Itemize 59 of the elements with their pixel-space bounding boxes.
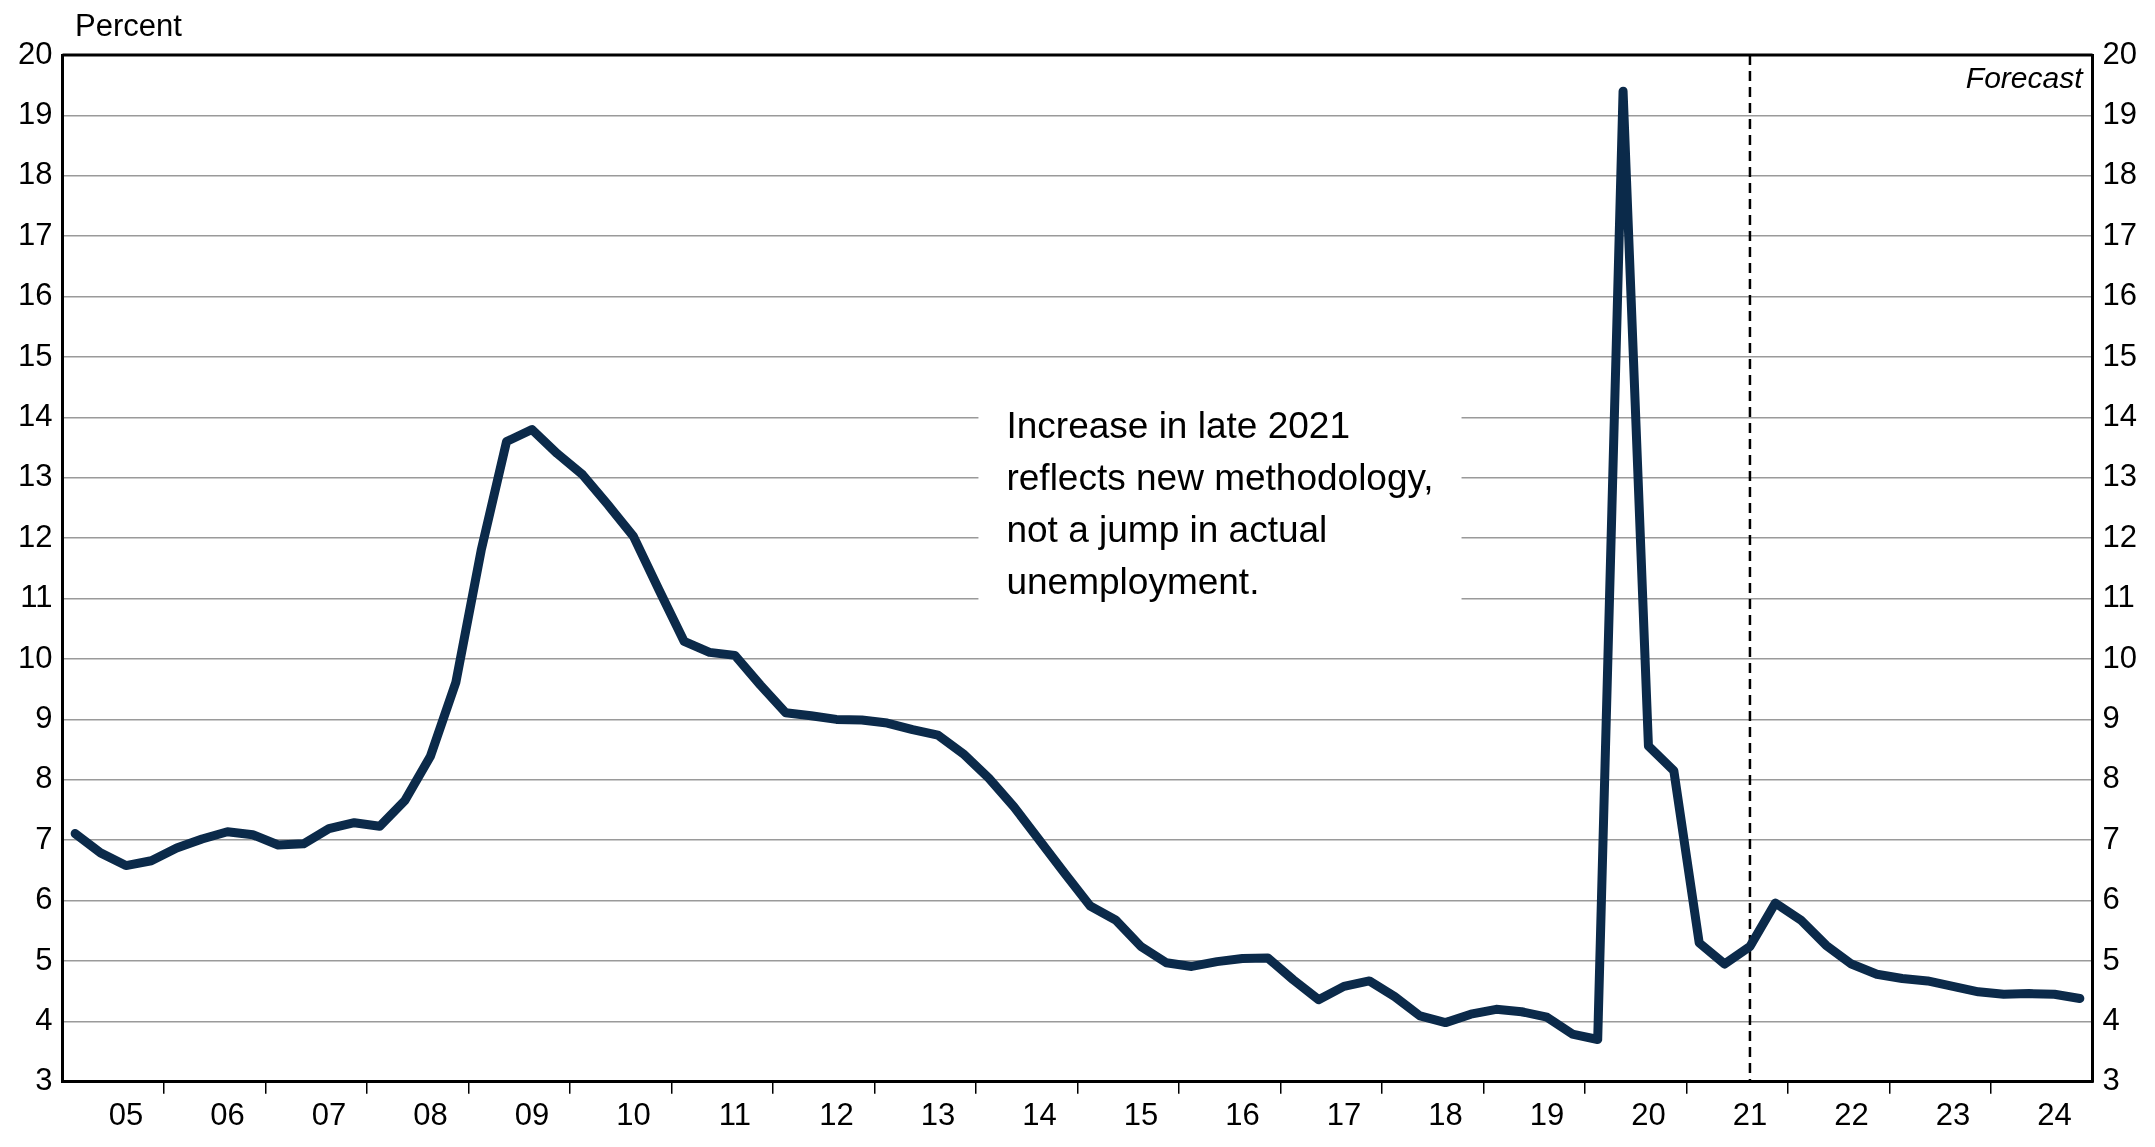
y-tick-label: 4 xyxy=(35,1001,53,1037)
x-tick-label: 16 xyxy=(1225,1096,1260,1132)
y-tick-label: 7 xyxy=(35,820,53,856)
y2-tick-label: 8 xyxy=(2102,760,2120,796)
x-tick-label: 08 xyxy=(413,1096,448,1132)
y-tick-label: 20 xyxy=(18,35,53,71)
x-tick-label: 12 xyxy=(819,1096,854,1132)
y-tick-label: 11 xyxy=(20,579,53,615)
x-tick-label: 18 xyxy=(1428,1096,1463,1132)
y2-tick-label: 15 xyxy=(2102,337,2137,373)
x-tick-label: 15 xyxy=(1123,1096,1159,1132)
y-tick-label: 16 xyxy=(18,277,53,313)
x-tick-label: 22 xyxy=(1834,1096,1869,1132)
x-tick-label: 05 xyxy=(108,1096,144,1132)
y2-tick-label: 16 xyxy=(2102,277,2137,313)
y-tick-label: 8 xyxy=(35,760,53,796)
y-tick-label: 18 xyxy=(18,156,53,192)
annotation: Forecast xyxy=(1965,61,2085,95)
annotation: Increase in late 2021 reflects new methodology, not a jump in actual unemployment. xyxy=(1006,404,1434,602)
y2-tick-label: 7 xyxy=(2102,820,2120,856)
y-tick-label: 13 xyxy=(18,458,53,494)
y2-tick-label: 13 xyxy=(2102,458,2137,494)
x-tick-label: 19 xyxy=(1529,1096,1565,1132)
y2-tick-label: 12 xyxy=(2102,518,2137,554)
y2-tick-label: 19 xyxy=(2102,95,2137,131)
x-tick-label: 20 xyxy=(1631,1096,1666,1132)
y-tick-label: 10 xyxy=(18,639,53,675)
x-tick-label: 24 xyxy=(2037,1096,2072,1132)
x-tick-label: 17 xyxy=(1326,1096,1362,1132)
y-axis-title: Percent xyxy=(75,8,183,44)
x-tick-label: 11 xyxy=(718,1096,752,1132)
x-tick-label: 23 xyxy=(1935,1096,1971,1132)
y-tick-label: 17 xyxy=(18,216,53,252)
y-tick-label: 5 xyxy=(35,941,53,977)
y2-tick-label: 4 xyxy=(2102,1001,2120,1037)
x-tick-label: 06 xyxy=(210,1096,245,1132)
y2-tick-label: 10 xyxy=(2102,639,2137,675)
y2-tick-label: 3 xyxy=(2102,1062,2120,1098)
y2-tick-label: 14 xyxy=(2102,397,2137,433)
y-tick-label: 9 xyxy=(35,699,53,735)
y2-tick-label: 17 xyxy=(2102,216,2137,252)
x-tick-label: 14 xyxy=(1022,1096,1057,1132)
y2-tick-label: 9 xyxy=(2102,699,2120,735)
y2-tick-label: 5 xyxy=(2102,941,2120,977)
y2-tick-label: 11 xyxy=(2102,579,2135,615)
y-tick-label: 6 xyxy=(35,881,53,917)
x-tick-label: 21 xyxy=(1732,1096,1768,1132)
y2-tick-label: 20 xyxy=(2102,35,2137,71)
y2-tick-label: 18 xyxy=(2102,156,2137,192)
x-tick-label: 13 xyxy=(920,1096,956,1132)
y2-tick-label: 6 xyxy=(2102,881,2120,917)
y-tick-label: 19 xyxy=(18,95,53,131)
x-tick-label: 10 xyxy=(616,1096,651,1132)
y-tick-label: 14 xyxy=(18,397,53,433)
x-tick-label: 09 xyxy=(514,1096,550,1132)
y-tick-label: 3 xyxy=(35,1062,53,1098)
y-tick-label: 15 xyxy=(18,337,53,373)
y-tick-label: 12 xyxy=(18,518,53,554)
x-tick-label: 07 xyxy=(311,1096,347,1132)
